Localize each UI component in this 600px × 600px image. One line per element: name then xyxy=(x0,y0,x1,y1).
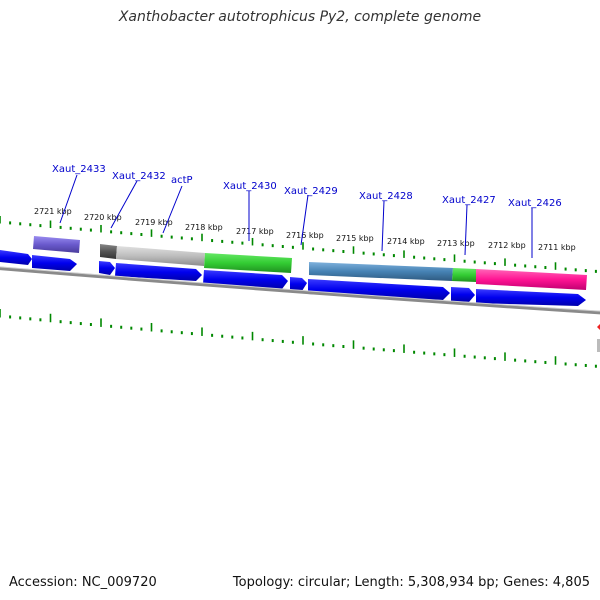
kbp-label: 2716 kbp xyxy=(286,231,324,240)
gene-arrow[interactable] xyxy=(99,261,115,275)
gene-label[interactable]: Xaut_2428 xyxy=(359,191,413,202)
gene-label[interactable]: Xaut_2426 xyxy=(508,198,562,209)
leader-line xyxy=(110,180,138,229)
feature-block-green-small[interactable] xyxy=(452,268,476,282)
kbp-label: 2711 kbp xyxy=(538,243,576,252)
gene-label[interactable]: Xaut_2433 xyxy=(52,164,106,175)
kbp-label: 2713 kbp xyxy=(437,239,475,248)
gene-label[interactable]: actP xyxy=(171,175,193,186)
gene-arrow[interactable] xyxy=(476,289,586,306)
gene-label[interactable]: Xaut_2429 xyxy=(284,186,338,197)
leader-line xyxy=(464,204,468,256)
feature-block-magenta[interactable] xyxy=(476,269,587,290)
kbp-label: 2714 kbp xyxy=(387,237,425,246)
edge-marker-red xyxy=(597,324,600,330)
map-title: Xanthobacter autotrophicus Py2, complete… xyxy=(118,9,482,25)
accession-text: Accession: NC_009720 xyxy=(9,575,157,590)
gene-arrow[interactable] xyxy=(32,255,77,271)
kbp-label: 2712 kbp xyxy=(488,241,526,250)
outer-tick-row xyxy=(0,216,597,273)
gene-arrow[interactable] xyxy=(451,287,475,302)
gene-label[interactable]: Xaut_2430 xyxy=(223,181,277,192)
feature-block-dark[interactable] xyxy=(100,244,117,259)
kbp-label: 2719 kbp xyxy=(135,218,173,227)
leader-line xyxy=(381,200,385,252)
kbp-label: 2721 kbp xyxy=(34,207,72,216)
kbp-label: 2720 kbp xyxy=(84,213,122,222)
gene-arrow[interactable] xyxy=(0,250,32,265)
kbp-label: 2715 kbp xyxy=(336,234,374,243)
inner-tick-row xyxy=(0,309,597,368)
leader-line xyxy=(59,174,78,224)
gene-arrow[interactable] xyxy=(290,277,307,291)
feature-block-green[interactable] xyxy=(204,253,292,273)
feature-block-steelblue[interactable] xyxy=(309,262,453,281)
topology-text: Topology: circular; Length: 5,308,934 bp… xyxy=(232,575,590,590)
leader-line xyxy=(300,194,309,246)
gene-arrow[interactable] xyxy=(115,263,202,281)
genome-backbone xyxy=(0,266,600,315)
kbp-label: 2718 kbp xyxy=(185,223,223,232)
feature-block-gray[interactable] xyxy=(116,246,205,266)
leader-line xyxy=(162,185,183,234)
gene-label[interactable]: Xaut_2432 xyxy=(112,171,166,182)
feature-block-purple[interactable] xyxy=(33,236,80,253)
kbp-label: 2717 kbp xyxy=(236,227,274,236)
backbone-highlight xyxy=(0,266,600,312)
edge-marker-gray xyxy=(597,339,600,352)
gene-label[interactable]: Xaut_2427 xyxy=(442,195,496,206)
